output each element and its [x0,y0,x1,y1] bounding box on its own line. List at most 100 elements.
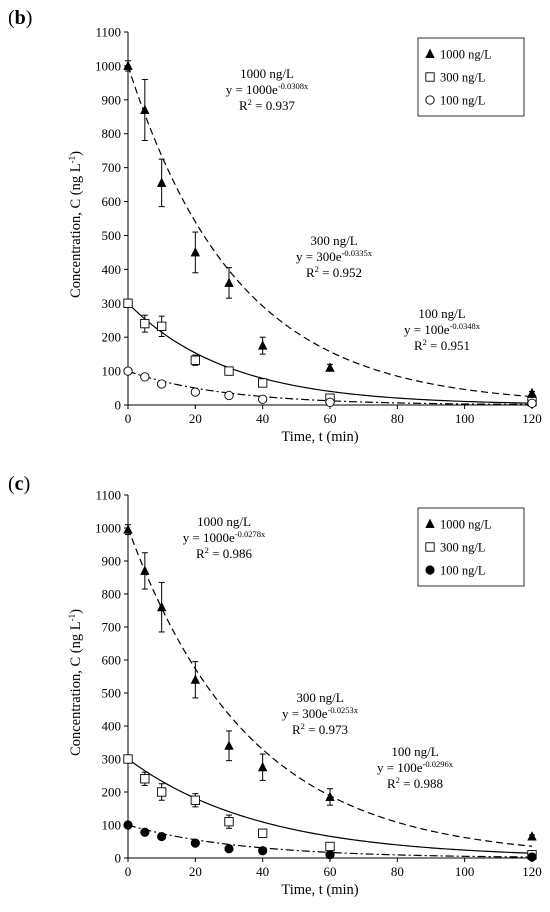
y-tick-label: 600 [102,653,122,668]
legend-marker [425,95,435,105]
fit-label: 100 ng/L [418,306,465,321]
data-point [157,379,167,389]
legend-marker [425,48,435,59]
data-point [123,820,133,830]
x-tick-label: 0 [125,411,132,426]
data-point [190,247,201,257]
data-point [123,366,133,376]
y-tick-label: 700 [102,160,122,175]
panel-label-b: (b) [8,7,32,29]
x-tick-label: 120 [522,411,542,426]
fit-r-squared: R2 = 0.937 [239,97,296,113]
data-point [325,841,335,852]
panel-c: (c) 0 100 200 300 400 500 600 700 800 900 1000 1100 0… [8,473,542,898]
fit-curve [127,758,533,854]
data-point [123,60,133,70]
y-tick-label: 0 [115,398,122,413]
y-tick-label: 800 [102,126,122,141]
y-tick-label: 100 [102,818,122,833]
fit-curve [127,65,533,398]
data-point [224,277,234,287]
y-tick-label: 1000 [95,521,121,536]
panel-b: (b) 0 100 200 300 400 500 600 700 800 900 1000 1100 0… [8,7,542,445]
data-point [325,791,335,801]
data-point [157,787,167,797]
data-point [224,817,234,827]
y-tick-label: 700 [102,620,122,635]
fit-equation: y = 300e-0.0253x [282,705,359,721]
fit-label: 1000 ng/L [197,514,251,529]
data-point [157,321,167,331]
data-point [123,524,133,534]
data-point [156,177,167,187]
fit-label: 1000 ng/L [240,66,294,81]
y-tick-label: 1000 [95,58,121,73]
y-tick-label: 1100 [95,25,121,40]
legend: 1000 ng/L 300 ng/L 100 ng/L [417,507,525,587]
fit-r-squared: R2 = 0.952 [306,264,362,280]
fit-label: 300 ng/L [310,233,357,248]
y-tick-label: 1100 [95,488,121,503]
legend-box [417,507,525,587]
legend-marker [425,542,435,552]
fit-equation: y = 100e-0.0348x [404,321,481,337]
data-point [140,318,150,329]
y-tick-label: 600 [102,194,122,209]
y-tick-label: 500 [102,686,122,701]
x-tick-label: 120 [522,864,542,879]
legend-entry: 1000 ng/L [440,518,492,532]
panel-label-c: (c) [8,473,30,495]
data-point [224,844,234,854]
fit-label: 100 ng/L [391,744,438,759]
data-point [140,372,150,382]
x-tick-label: 40 [256,411,269,426]
data-point [140,774,150,784]
x-tick-label: 40 [256,864,269,879]
data-point [325,850,335,860]
y-tick-label: 900 [102,554,122,569]
x-tick-label: 20 [189,411,202,426]
x-tick-label: 100 [455,864,475,879]
data-point [325,397,335,407]
legend-entry: 300 ng/L [440,541,485,555]
data-point [140,827,150,837]
data-point [140,565,150,575]
x-tick-label: 100 [455,411,475,426]
data-point [527,387,537,398]
y-tick-label: 300 [102,296,122,311]
y-tick-label: 400 [102,262,122,277]
fit-equation: y = 300e-0.0335x [296,248,373,264]
fit-r-squared: R2 = 0.988 [387,775,443,791]
data-point [527,852,537,862]
y-tick-label: 300 [102,752,122,767]
data-point [123,754,133,764]
legend-entry: 100 ng/L [440,94,485,108]
fit-r-squared: R2 = 0.986 [196,545,253,561]
fit-r-squared: R2 = 0.973 [292,721,348,737]
data-point [123,298,133,308]
fit-curve [127,302,533,404]
fit-equation: y = 1000e-0.0308x [226,81,309,97]
y-tick-label: 200 [102,785,122,800]
legend-entry: 100 ng/L [440,564,485,578]
x-tick-label: 60 [324,411,337,426]
x-axis-title: Time, t (min) [281,429,358,445]
legend-marker [425,72,435,82]
y-tick-label: 500 [102,228,122,243]
data-point [190,795,200,805]
y-axis-title: Concentration, C (ng L-1) [67,151,84,298]
y-tick-label: 800 [102,587,122,602]
x-tick-label: 80 [391,411,404,426]
data-point [325,362,335,372]
legend-box [417,37,525,117]
fit-equation: y = 1000e-0.0278x [183,529,266,545]
data-point [257,340,268,350]
y-tick-label: 200 [102,330,122,345]
data-point [258,378,268,388]
data-point [190,387,200,397]
legend: 1000 ng/L 300 ng/L 100 ng/L [417,37,525,117]
